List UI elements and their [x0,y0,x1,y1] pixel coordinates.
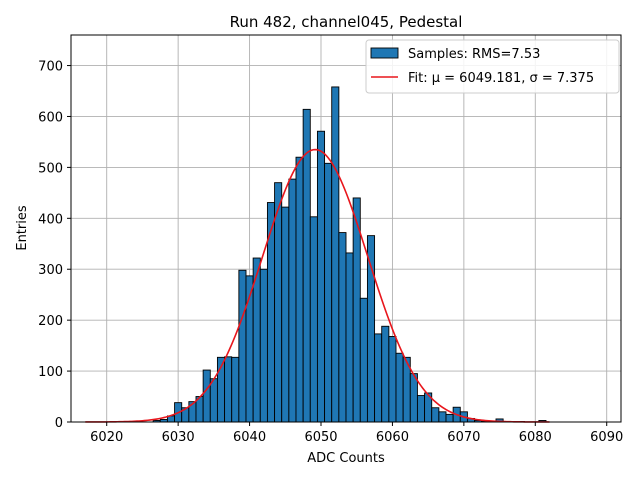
y-tick-label: 500 [38,161,63,176]
x-tick-label: 6020 [90,430,123,445]
histogram-bar [374,333,383,423]
y-tick-label: 700 [38,60,63,75]
histogram-bar [381,325,390,423]
histogram-bar [331,86,340,423]
y-tick-label: 300 [38,263,63,278]
histogram-bar [309,216,318,423]
histogram-bar [316,130,326,423]
y-axis-label: Entries [15,205,30,251]
histogram-bar [345,252,354,423]
legend-swatch-samples [370,47,399,59]
histogram-bar [388,336,397,423]
histogram-bar [324,162,333,423]
y-tick-label: 400 [38,212,63,227]
x-tick-label: 6070 [447,430,480,445]
legend-label-fit: Fit: μ = 6049.181, σ = 7.375 [408,71,594,86]
histogram-bar [438,411,447,423]
histogram-bar [416,395,426,423]
histogram-bar [366,235,376,423]
histogram-bar [202,369,211,423]
histogram-bars [152,86,547,423]
histogram-bar [281,206,290,423]
histogram-bar [431,407,440,423]
histogram-bar [224,356,233,423]
histogram-bar [238,269,247,423]
histogram-bar [445,413,454,423]
legend-box [365,39,620,94]
x-tick-label: 6060 [376,430,409,445]
legend-label-samples: Samples: RMS=7.53 [408,47,540,62]
y-tick-label: 0 [55,416,63,431]
histogram-bar [295,156,304,423]
x-tick-label: 6040 [233,430,266,445]
y-tick-label: 100 [38,365,63,380]
histogram-bar [338,232,347,423]
chart-title: Run 482, channel045, Pedestal [230,13,463,31]
histogram-bar [395,352,404,423]
y-tick-label: 200 [38,314,63,329]
histogram-bar [359,297,368,423]
fit-curve [85,148,550,423]
histogram-bar [409,373,418,423]
histogram-bar [259,268,268,423]
histogram-bar [288,178,297,423]
x-tick-label: 6050 [304,430,337,445]
x-tick-label: 6090 [590,430,623,445]
x-tick-label: 6030 [162,430,195,445]
histogram-bar [209,378,218,423]
legend: Samples: RMS=7.53 Fit: μ = 6049.181, σ =… [365,39,620,94]
fit-curve-group [85,148,550,423]
x-tick-label: 6080 [519,430,552,445]
histogram-bar [231,356,240,423]
y-tick-label: 600 [38,110,63,125]
plot-frame [70,34,622,423]
axis-ticks: 6020 6030 6040 6050 6060 6070 6080 6090 0 100 200 3… [38,60,623,445]
x-axis-label: ADC Counts [307,451,385,466]
